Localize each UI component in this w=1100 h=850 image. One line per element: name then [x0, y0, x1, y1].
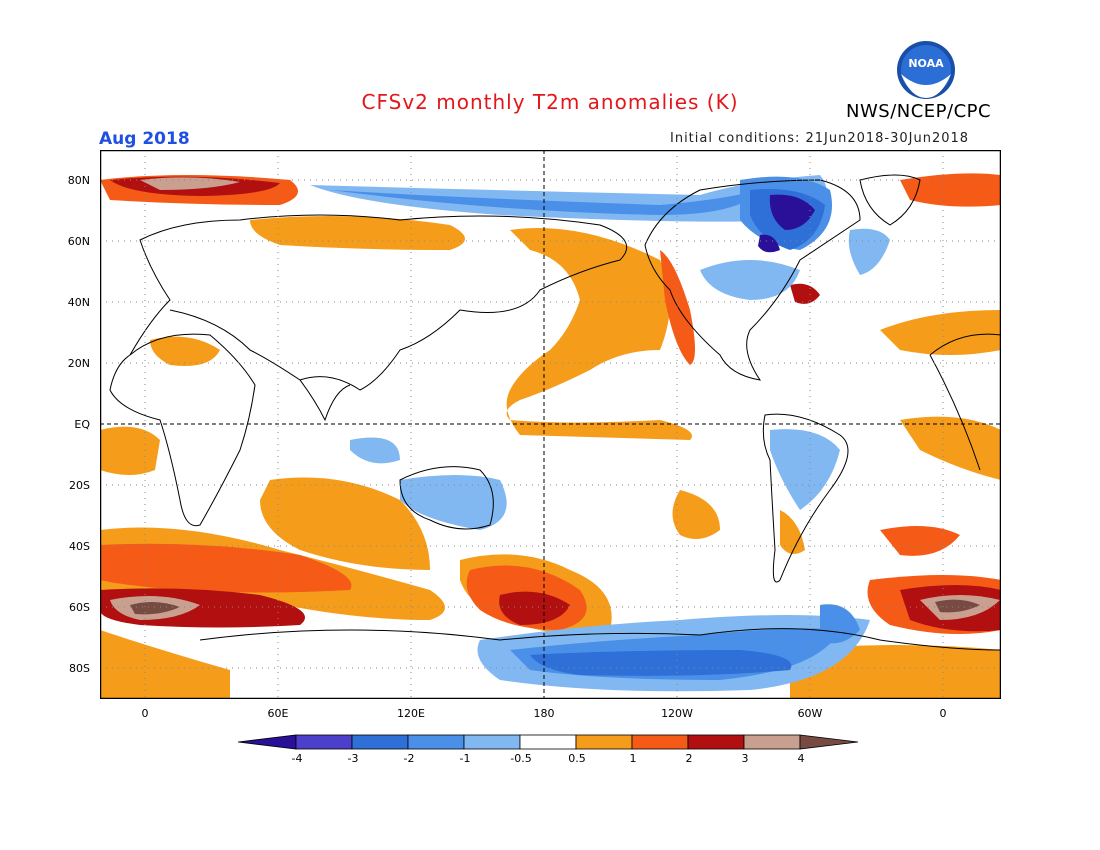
- x-tick-label: 60W: [797, 707, 823, 720]
- map-grid: [100, 150, 1001, 699]
- coastlines: [109, 174, 1001, 651]
- agency-label: NWS/NCEP/CPC: [846, 101, 992, 122]
- colorbar-label: 0.5: [568, 752, 586, 765]
- x-tick-label: 120E: [397, 707, 425, 720]
- colorbar-right-arrow: [799, 734, 859, 750]
- x-tick-label: 60E: [267, 707, 289, 720]
- map-frame: [100, 150, 1001, 699]
- x-tick-label: 0: [939, 707, 947, 720]
- colorbar-label: 3: [741, 752, 749, 765]
- colorbar-segment: [575, 734, 633, 750]
- y-tick-label: 20S: [69, 479, 90, 492]
- y-tick-label: EQ: [74, 418, 90, 431]
- anomaly-map: [100, 150, 1001, 699]
- y-tick-label: 80N: [67, 174, 90, 187]
- y-tick-label: 80S: [69, 662, 90, 675]
- y-tick-label: 40N: [67, 296, 90, 309]
- y-tick-label: 60N: [67, 235, 90, 248]
- anomaly-darkblue-regions: [758, 194, 815, 253]
- y-tick-label: 60S: [69, 601, 90, 614]
- initial-conditions: Initial conditions: 21Jun2018-30Jun2018: [670, 131, 970, 146]
- colorbar-segment: [407, 734, 465, 750]
- noaa-logo-text: NOAA: [908, 57, 944, 70]
- colorbar-segment: [687, 734, 745, 750]
- anomaly-brown-regions: [130, 599, 980, 615]
- colorbar-segment: [351, 734, 409, 750]
- forecast-month: Aug 2018: [99, 129, 190, 149]
- colorbar-left-arrow: [238, 734, 297, 750]
- noaa-logo: NOAA: [896, 40, 956, 100]
- x-tick-label: 0: [141, 707, 149, 720]
- x-tick-label: 180: [533, 707, 555, 720]
- map-title: CFSv2 monthly T2m anomalies (K): [361, 90, 739, 114]
- reference-lines: [100, 150, 1001, 699]
- colorbar-label: -4: [291, 752, 303, 765]
- y-tick-label: 40S: [69, 540, 90, 553]
- y-tick-label: 20N: [67, 357, 90, 370]
- colorbar-label: -1: [459, 752, 471, 765]
- colorbar-label: 1: [629, 752, 637, 765]
- colorbar: [238, 734, 859, 750]
- colorbar-label: -2: [403, 752, 415, 765]
- colorbar-segment: [743, 734, 801, 750]
- colorbar-label: 2: [685, 752, 693, 765]
- colorbar-label: -3: [347, 752, 359, 765]
- colorbar-segment: [519, 734, 577, 750]
- colorbar-segment: [295, 734, 353, 750]
- colorbar-label: 4: [797, 752, 805, 765]
- colorbar-label: -0.5: [510, 752, 532, 765]
- colorbar-segment: [631, 734, 689, 750]
- x-tick-label: 120W: [661, 707, 693, 720]
- colorbar-segment: [463, 734, 521, 750]
